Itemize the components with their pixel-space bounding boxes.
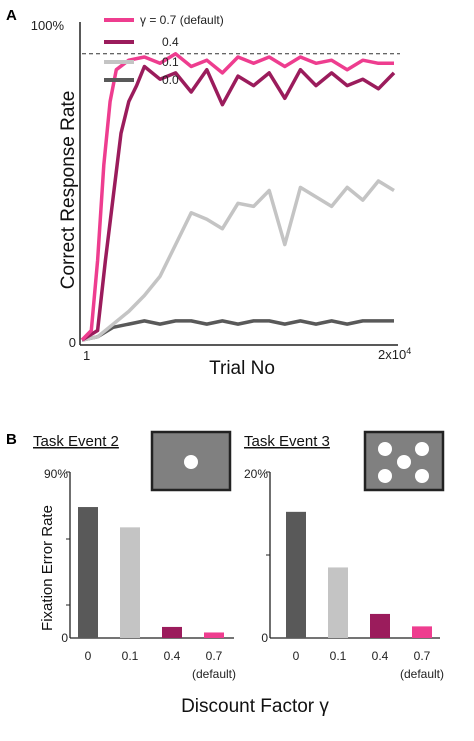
task-event-2-title: Task Event 2 xyxy=(33,433,119,450)
series-line-g01 xyxy=(81,179,395,342)
panel-b-label: B xyxy=(6,431,17,448)
category-label: 0.1 xyxy=(330,649,347,663)
task-event-2-bar-0 xyxy=(78,507,98,638)
category-label: 0.7 xyxy=(206,649,223,663)
category-label: 0.4 xyxy=(164,649,181,663)
series-line-g07 xyxy=(80,52,394,342)
legend-label-g00: 0.0 xyxy=(162,73,179,87)
panel-b-x-axis-label: Discount Factor γ xyxy=(181,696,329,717)
task-event-3-bar-1 xyxy=(328,567,348,638)
task-event-3-bar-0 xyxy=(286,511,306,638)
task-event-2-bar-3 xyxy=(204,632,224,638)
category-label: 0.1 xyxy=(122,649,139,663)
category-label: 0.7 xyxy=(414,649,431,663)
series-line-g00 xyxy=(81,319,394,342)
panel-a-x-tick-left: 1 xyxy=(83,348,90,363)
panel-a-x-tick-right: 2x104 xyxy=(378,346,411,362)
task-event-3-bars xyxy=(286,511,432,638)
panel-b-y-axis-label: Fixation Error Rate xyxy=(39,505,56,631)
panel-b-category-labels: 0 0.1 0.4 0.7 (default) 0 0.1 0.4 0.7 (default) xyxy=(85,649,444,681)
task-event-3-bar-2 xyxy=(370,613,390,638)
task-event-2-bars xyxy=(78,507,224,638)
task-event-2-y-tick-bottom: 0 xyxy=(61,631,68,645)
task-event-2-y-tick-top: 90% xyxy=(44,467,68,481)
legend-label-g01: 0.1 xyxy=(162,55,179,69)
series-line-g04 xyxy=(81,64,396,342)
panel-a-legend: γ = 0.7 (default) 0.4 0.1 0.0 xyxy=(104,13,224,87)
panel-a-label: A xyxy=(6,7,17,24)
category-label: 0 xyxy=(85,649,92,663)
legend-label-g04: 0.4 xyxy=(162,35,179,49)
panel-a-y-tick-bottom: 0 xyxy=(69,335,76,350)
category-sublabel: (default) xyxy=(192,667,236,681)
panel-a-y-tick-top: 100% xyxy=(31,18,65,33)
task-event-2-bar-1 xyxy=(120,527,140,638)
task-event-2-bar-2 xyxy=(162,626,182,638)
category-sublabel: (default) xyxy=(400,667,444,681)
task-event-3-y-tick-bottom: 0 xyxy=(261,631,268,645)
task-event-3-stimulus-icon xyxy=(363,430,445,492)
task-event-3-y-ticks xyxy=(266,471,270,556)
task-event-3-title: Task Event 3 xyxy=(244,433,330,450)
panel-a-plot-area xyxy=(80,52,400,342)
legend-label-g07: γ = 0.7 (default) xyxy=(140,13,224,27)
task-event-2-stimulus-icon xyxy=(150,430,232,492)
panel-a-x-axis-label: Trial No xyxy=(209,358,275,379)
category-label: 0.4 xyxy=(372,649,389,663)
category-label: 0 xyxy=(293,649,300,663)
task-event-3-y-tick-top: 20% xyxy=(244,467,268,481)
task-event-2-y-ticks xyxy=(66,471,70,606)
panel-a-y-axis-label: Correct Response Rate xyxy=(58,91,79,290)
task-event-3-bar-3 xyxy=(412,626,432,638)
